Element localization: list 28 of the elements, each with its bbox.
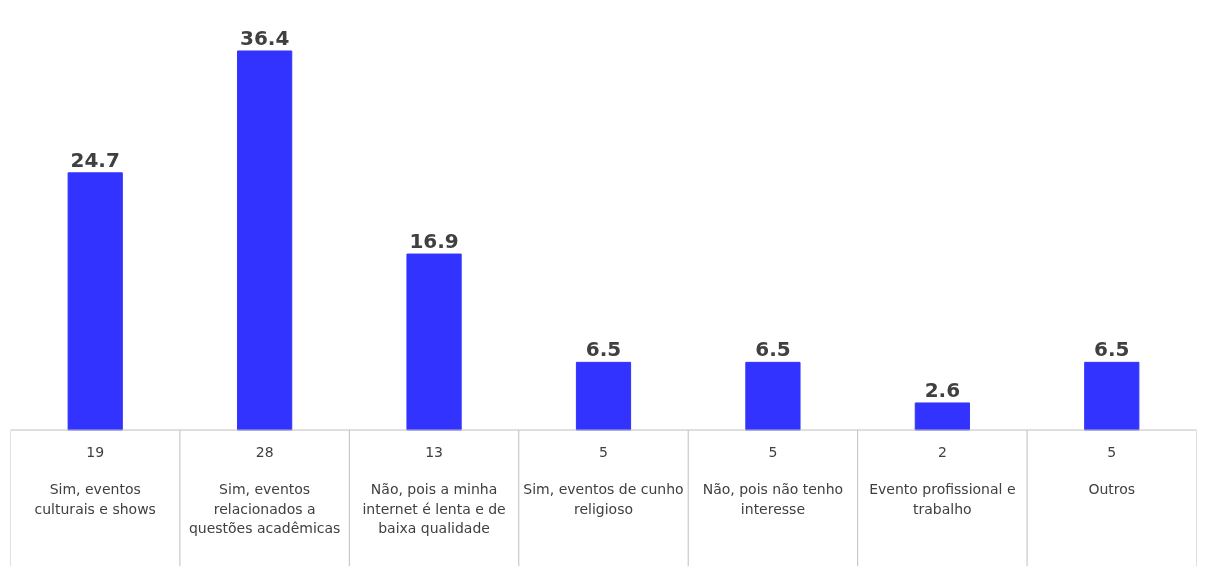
bar [914,402,970,431]
text: 2 [937,443,947,460]
bar [1084,361,1140,431]
bar [67,172,123,431]
x-tick-label: Evento profissional e trabalho [869,480,1016,517]
bar [237,50,293,431]
bar [406,253,462,431]
data-label: 6.5 [1094,337,1130,362]
bar [745,361,801,431]
x-tick-label: Não, pois não tenho interesse [702,480,844,517]
text: 5 [1107,443,1117,460]
text: 19 [86,443,105,460]
text: 28 [255,443,274,460]
x-tick-label: Outros [1088,480,1136,497]
data-label: 6.5 [755,337,791,362]
data-label: 2.6 [924,377,961,402]
text: 5 [599,443,608,460]
x-tick-label: Sim, eventos relacionados a questões acadêmicas [188,480,341,537]
data-label: 16.9 [409,229,459,254]
x-tick-label: Não, pois a minha internet é lenta e de baixa qualidade [362,480,506,537]
bar [575,361,632,431]
data-label: 36.4 [239,25,290,50]
data-label: 6.5 [585,337,622,362]
x-tick-label: Sim, eventos de cunho religioso [523,480,684,517]
x-tick-label: Sim, eventos culturais e shows [34,480,156,517]
text: 13 [425,443,443,460]
data-label: 24.7 [70,147,120,172]
text: 5 [768,443,778,460]
